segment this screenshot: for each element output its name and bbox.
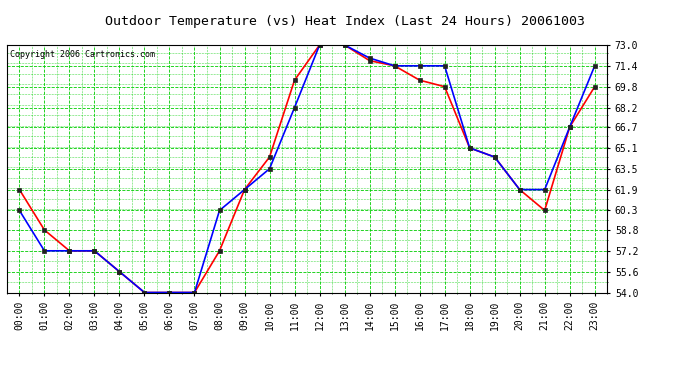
Text: Outdoor Temperature (vs) Heat Index (Last 24 Hours) 20061003: Outdoor Temperature (vs) Heat Index (Las… [105,15,585,28]
Text: Copyright 2006 Cartronics.com: Copyright 2006 Cartronics.com [10,50,155,59]
